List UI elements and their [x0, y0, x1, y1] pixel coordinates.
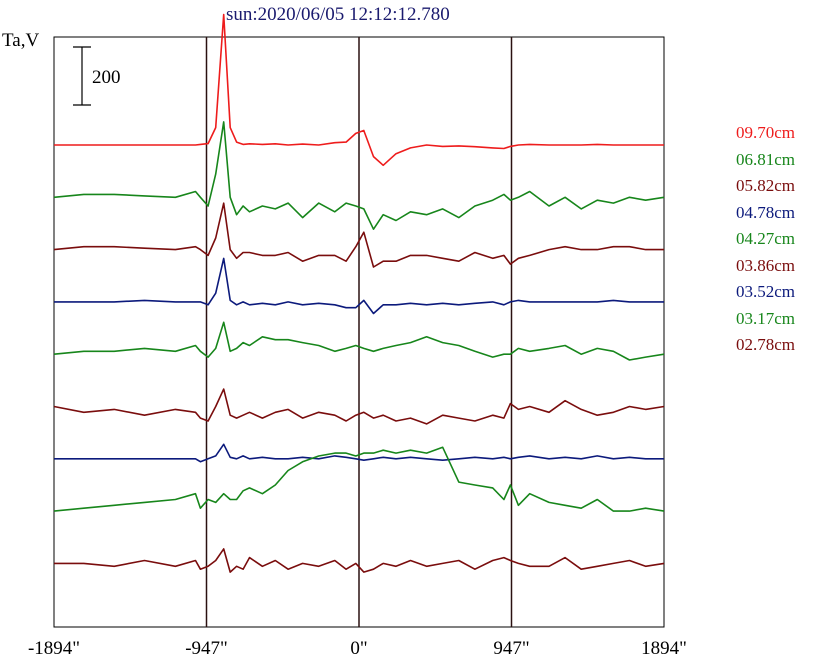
legend-entry: 03.52cm: [736, 282, 796, 301]
series-line-02.78cm: [54, 548, 665, 573]
x-tick-label: 1894": [641, 638, 687, 659]
legend-entry: 04.78cm: [736, 202, 796, 222]
series-line-03.17cm: [53, 446, 665, 512]
legend-entry: 06.81cm: [736, 149, 796, 169]
legend-entry: 05.82cm: [736, 176, 796, 195]
chart-title: sun:2020/06/05 12:12:12.780: [226, 4, 450, 25]
series-group: [53, 13, 665, 573]
legend-entry: 04.27cm: [736, 229, 796, 248]
legend-entry: 09.70cm: [736, 123, 796, 142]
series-line-04.78cm: [54, 257, 664, 315]
series-line-03.86cm: [53, 388, 665, 425]
x-tick-labels: -1894" -947" 0" 947" 1894": [28, 638, 687, 659]
x-tick-label: 0": [350, 638, 367, 659]
legend-entry: 03.17cm: [736, 308, 796, 328]
legend: 09.70cm 06.81cm 05.82cm 04.78cm 04.27cm …: [736, 120, 795, 359]
legend-entry: 02.78cm: [736, 335, 796, 354]
y-axis-label: Ta,V: [2, 30, 40, 51]
vertical-marker-lines: [205, 37, 513, 627]
series-line-09.70cm: [54, 13, 664, 167]
scale-bar: 200: [73, 46, 121, 106]
series-line-06.81cm: [53, 121, 665, 230]
x-tick-label: -1894": [28, 638, 80, 659]
series-line-05.82cm: [53, 202, 664, 268]
x-tick-label: -947": [185, 638, 228, 659]
x-tick-label: 947": [493, 638, 529, 659]
scale-bar-label: 200: [92, 67, 121, 88]
series-line-03.52cm: [54, 443, 664, 463]
series-line-04.27cm: [53, 321, 665, 361]
legend-entry: 03.86cm: [736, 255, 796, 275]
